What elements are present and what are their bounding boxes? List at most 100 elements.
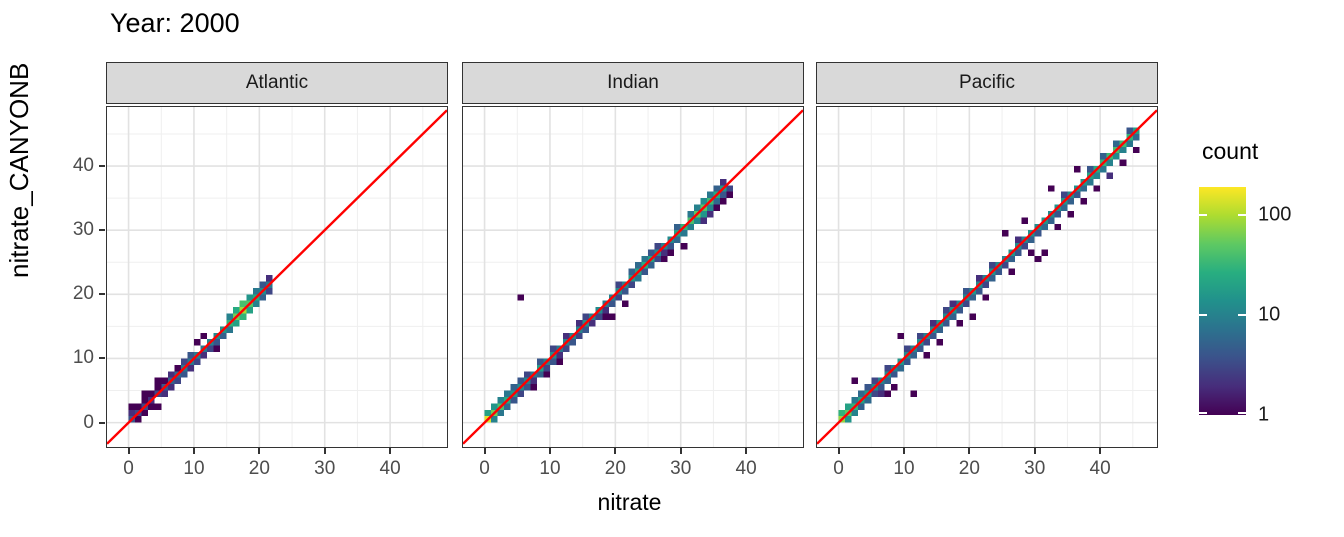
count-bin: [1106, 159, 1114, 167]
count-bin: [1113, 140, 1120, 147]
count-bin: [226, 313, 234, 320]
count-bin: [602, 313, 609, 320]
count-bin: [903, 358, 911, 365]
count-bin: [141, 390, 149, 397]
count-bin: [549, 358, 557, 365]
count-bin: [654, 255, 662, 263]
facet-strip-atlantic: Atlantic: [106, 62, 448, 104]
count-bin: [1093, 172, 1101, 179]
y-tick-mark: [99, 165, 105, 168]
x-tick-label: 40: [379, 458, 401, 479]
count-bin: [615, 281, 622, 288]
count-bin: [504, 390, 511, 397]
count-bin: [884, 390, 891, 397]
count-bin: [897, 364, 904, 372]
count-bin: [213, 339, 221, 346]
count-bin: [713, 198, 720, 205]
x-tick-mark: [902, 448, 905, 454]
count-bin: [975, 287, 983, 295]
count-bin: [543, 364, 550, 372]
count-bin: [851, 409, 859, 417]
count-bin: [687, 223, 694, 231]
count-bin: [510, 396, 518, 404]
count-bin: [128, 409, 136, 417]
count-bin: [1028, 249, 1035, 256]
count-bin: [674, 223, 681, 231]
y-tick-label: 30: [72, 219, 94, 241]
x-axis-title: nitrate: [597, 489, 662, 515]
count-bin: [1100, 153, 1107, 160]
count-bin: [1073, 191, 1081, 199]
count-bin: [1132, 146, 1140, 154]
count-bin: [1015, 236, 1022, 243]
count-bin: [576, 319, 583, 327]
count-bin: [1087, 178, 1094, 186]
count-bin: [680, 230, 688, 237]
count-bin: [962, 287, 970, 295]
count-bin: [491, 403, 498, 410]
count-bin: [858, 403, 865, 410]
count-bin: [851, 377, 859, 385]
count-bin: [563, 332, 570, 340]
count-bin: [1028, 236, 1035, 243]
count-bin: [871, 390, 878, 397]
x-tick-label: 30: [314, 458, 336, 479]
x-tick-mark: [745, 448, 748, 454]
count-bin: [536, 371, 544, 378]
count-bin: [536, 358, 544, 365]
count-bin: [719, 198, 727, 205]
count-bin: [884, 364, 891, 372]
count-bin: [903, 345, 911, 353]
count-bin: [1021, 243, 1029, 250]
count-bin: [884, 377, 891, 385]
count-bin: [1119, 146, 1127, 154]
count-bin: [917, 332, 924, 340]
count-bin: [148, 390, 155, 397]
count-bin: [719, 178, 727, 186]
count-bin: [239, 313, 247, 320]
count-bin: [897, 332, 904, 340]
x-tick-mark: [389, 448, 392, 454]
facet-strip-label: Indian: [607, 72, 659, 93]
facet-strip-indian: Indian: [462, 62, 804, 104]
count-bin: [523, 371, 531, 378]
x-tick-label: 20: [248, 458, 270, 479]
count-bin: [556, 358, 564, 365]
count-bin: [982, 281, 989, 288]
count-bin: [233, 319, 240, 327]
count-bin: [634, 262, 642, 269]
count-bin: [890, 384, 898, 391]
count-bin: [265, 287, 273, 295]
count-bin: [890, 371, 898, 378]
count-bin: [154, 384, 162, 391]
count-bin: [700, 210, 707, 218]
count-bin: [864, 384, 872, 391]
count-bin: [667, 249, 675, 256]
count-bin: [154, 377, 162, 385]
count-bin: [923, 352, 931, 359]
count-bin: [923, 339, 931, 346]
count-bin: [838, 409, 846, 417]
count-bin: [180, 358, 188, 365]
count-bin: [543, 371, 550, 378]
count-bin: [517, 390, 524, 397]
count-bin: [265, 275, 273, 282]
count-bin: [693, 217, 701, 224]
count-bin: [161, 377, 168, 385]
x-tick-label: 10: [893, 458, 915, 479]
count-bin: [1132, 133, 1140, 141]
count-bin: [910, 390, 918, 397]
count-bin: [648, 262, 655, 269]
count-bin: [615, 294, 622, 301]
count-bin: [621, 287, 629, 295]
legend-tick-label: 1: [1258, 403, 1270, 426]
count-bin: [207, 345, 214, 353]
count-bin: [680, 243, 688, 250]
count-bin: [641, 255, 649, 263]
count-bin: [497, 396, 505, 404]
count-bin: [930, 332, 937, 340]
x-tick-mark: [1033, 448, 1036, 454]
count-bin: [135, 403, 142, 410]
count-bin: [726, 185, 734, 192]
